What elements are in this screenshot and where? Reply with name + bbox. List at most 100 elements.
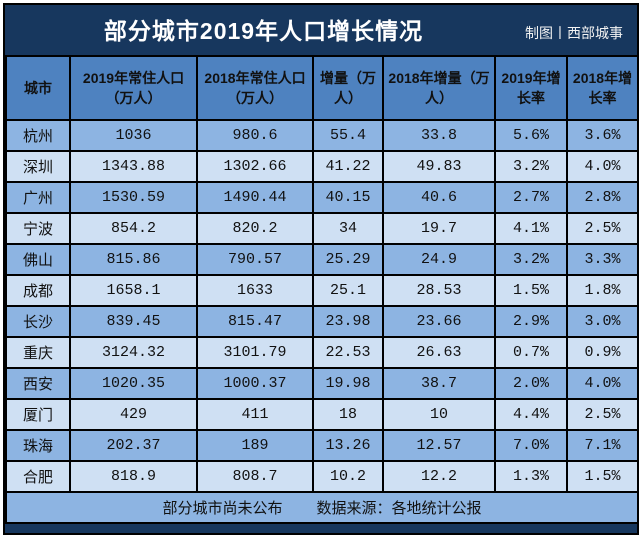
table-footnote-cell: 部分城市尚未公布 数据来源：各地统计公报	[5, 491, 639, 524]
city-name-cell: 长沙	[5, 305, 71, 338]
value-cell: 1020.35	[69, 367, 198, 400]
value-cell: 1302.66	[196, 150, 314, 183]
value-cell: 1036	[69, 119, 198, 152]
value-cell: 1.3%	[494, 460, 568, 493]
column-header-0: 城市	[5, 55, 71, 121]
value-cell: 28.53	[382, 274, 496, 307]
value-cell: 818.9	[69, 460, 198, 493]
value-cell: 1.5%	[566, 460, 639, 493]
value-cell: 815.47	[196, 305, 314, 338]
source-text: 数据来源：各地统计公报	[316, 501, 482, 518]
city-name-cell: 宁波	[5, 212, 71, 245]
table-row-合肥: 合肥 818.9 808.7 10.2 12.2 1.3% 1.5%	[5, 460, 639, 493]
city-name-cell: 厦门	[5, 398, 71, 431]
value-cell: 33.8	[382, 119, 496, 152]
value-cell: 839.45	[69, 305, 198, 338]
city-name-cell: 广州	[5, 181, 71, 214]
city-name-cell: 珠海	[5, 429, 71, 462]
value-cell: 1.5%	[494, 274, 568, 307]
value-cell: 189	[196, 429, 314, 462]
value-cell: 2.8%	[566, 181, 639, 214]
value-cell: 820.2	[196, 212, 314, 245]
value-cell: 10.2	[312, 460, 384, 493]
value-cell: 2.7%	[494, 181, 568, 214]
value-cell: 980.6	[196, 119, 314, 152]
title-bar: 部分城市2019年人口增长情况 制图丨西部城事	[5, 5, 637, 55]
value-cell: 202.37	[69, 429, 198, 462]
value-cell: 1000.37	[196, 367, 314, 400]
value-cell: 815.86	[69, 243, 198, 276]
credit-label: 制图丨西部城事	[525, 25, 623, 41]
value-cell: 10	[382, 398, 496, 431]
column-header-1: 2019年常住人口（万人）	[69, 55, 198, 121]
population-table: 城市 2019年常住人口（万人） 2018年常住人口（万人） 增量（万人） 2018年增…	[5, 55, 639, 524]
table-footer-row: 部分城市尚未公布 数据来源：各地统计公报	[5, 491, 639, 524]
value-cell: 3.6%	[566, 119, 639, 152]
city-name-cell: 深圳	[5, 150, 71, 183]
value-cell: 854.2	[69, 212, 198, 245]
column-header-6: 2018年增长率	[566, 55, 639, 121]
table-header: 城市 2019年常住人口（万人） 2018年常住人口（万人） 增量（万人） 2018年增…	[5, 55, 639, 121]
value-cell: 1490.44	[196, 181, 314, 214]
value-cell: 12.57	[382, 429, 496, 462]
city-name-cell: 西安	[5, 367, 71, 400]
value-cell: 7.0%	[494, 429, 568, 462]
table-row-珠海: 珠海 202.37 189 13.26 12.57 7.0% 7.1%	[5, 429, 639, 462]
value-cell: 3.2%	[494, 150, 568, 183]
table-row-西安: 西安 1020.35 1000.37 19.98 38.7 2.0% 4.0%	[5, 367, 639, 400]
table-row-深圳: 深圳 1343.88 1302.66 41.22 49.83 3.2% 4.0%	[5, 150, 639, 183]
value-cell: 12.2	[382, 460, 496, 493]
city-name-cell: 佛山	[5, 243, 71, 276]
value-cell: 7.1%	[566, 429, 639, 462]
value-cell: 3.0%	[566, 305, 639, 338]
value-cell: 3.2%	[494, 243, 568, 276]
table-row-广州: 广州 1530.59 1490.44 40.15 40.6 2.7% 2.8%	[5, 181, 639, 214]
value-cell: 41.22	[312, 150, 384, 183]
value-cell: 2.9%	[494, 305, 568, 338]
value-cell: 3.3%	[566, 243, 639, 276]
value-cell: 19.98	[312, 367, 384, 400]
value-cell: 26.63	[382, 336, 496, 369]
value-cell: 25.29	[312, 243, 384, 276]
table-row-长沙: 长沙 839.45 815.47 23.98 23.66 2.9% 3.0%	[5, 305, 639, 338]
value-cell: 3124.32	[69, 336, 198, 369]
value-cell: 4.0%	[566, 367, 639, 400]
value-cell: 49.83	[382, 150, 496, 183]
value-cell: 2.0%	[494, 367, 568, 400]
value-cell: 55.4	[312, 119, 384, 152]
value-cell: 25.1	[312, 274, 384, 307]
infographic-frame: 部分城市2019年人口增长情况 制图丨西部城事 城市 2019年常住人口（万人） 2…	[3, 3, 639, 535]
value-cell: 22.53	[312, 336, 384, 369]
column-header-3: 增量（万人）	[312, 55, 384, 121]
value-cell: 1530.59	[69, 181, 198, 214]
table-row-佛山: 佛山 815.86 790.57 25.29 24.9 3.2% 3.3%	[5, 243, 639, 276]
value-cell: 40.15	[312, 181, 384, 214]
table-body: 杭州 1036 980.6 55.4 33.8 5.6% 3.6% 深圳 1343.88 1302…	[5, 119, 639, 493]
value-cell: 18	[312, 398, 384, 431]
value-cell: 411	[196, 398, 314, 431]
value-cell: 1.8%	[566, 274, 639, 307]
value-cell: 1658.1	[69, 274, 198, 307]
footnote-text: 部分城市尚未公布	[162, 501, 283, 518]
value-cell: 429	[69, 398, 198, 431]
table-header-row: 城市 2019年常住人口（万人） 2018年常住人口（万人） 增量（万人） 2018年增…	[5, 55, 639, 121]
value-cell: 1633	[196, 274, 314, 307]
value-cell: 23.66	[382, 305, 496, 338]
column-header-5: 2019年增长率	[494, 55, 568, 121]
value-cell: 19.7	[382, 212, 496, 245]
table-row-重庆: 重庆 3124.32 3101.79 22.53 26.63 0.7% 0.9%	[5, 336, 639, 369]
column-header-2: 2018年常住人口（万人）	[196, 55, 314, 121]
city-name-cell: 杭州	[5, 119, 71, 152]
value-cell: 808.7	[196, 460, 314, 493]
value-cell: 34	[312, 212, 384, 245]
value-cell: 23.98	[312, 305, 384, 338]
value-cell: 2.5%	[566, 398, 639, 431]
value-cell: 4.4%	[494, 398, 568, 431]
value-cell: 3101.79	[196, 336, 314, 369]
table-row-厦门: 厦门 429 411 18 10 4.4% 2.5%	[5, 398, 639, 431]
value-cell: 38.7	[382, 367, 496, 400]
city-name-cell: 成都	[5, 274, 71, 307]
value-cell: 4.0%	[566, 150, 639, 183]
value-cell: 4.1%	[494, 212, 568, 245]
table-row-杭州: 杭州 1036 980.6 55.4 33.8 5.6% 3.6%	[5, 119, 639, 152]
